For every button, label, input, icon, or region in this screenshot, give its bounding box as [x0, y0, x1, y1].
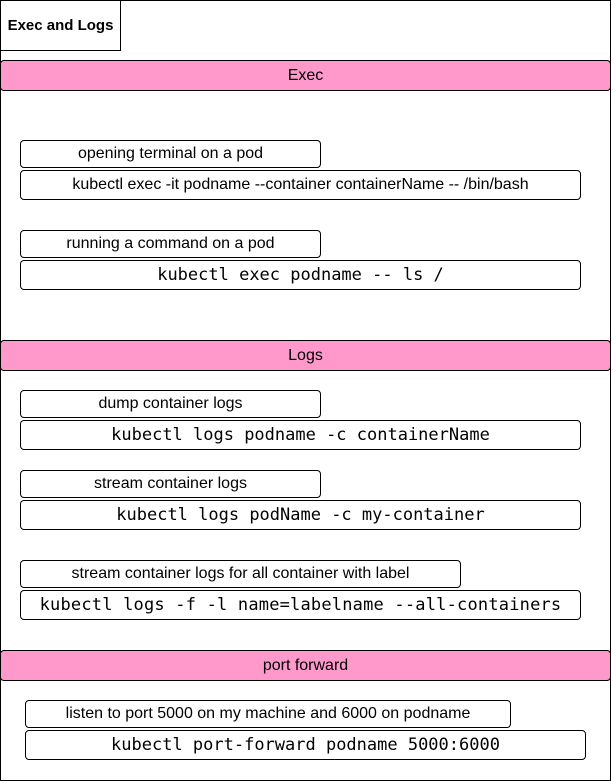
command-text: kubectl logs podname -c containerName — [107, 425, 494, 445]
command-box-dump-logs: kubectl logs podname -c containerName — [20, 420, 581, 450]
command-text: kubectl logs -f -l name=labelname --all-… — [35, 595, 566, 615]
command-box-exec-terminal: kubectl exec -it podname --container con… — [20, 170, 581, 200]
label-running-command: running a command on a pod — [20, 230, 321, 258]
command-box-exec-ls: kubectl exec podname -- ls / — [20, 260, 581, 290]
label-dump-logs: dump container logs — [20, 390, 321, 418]
command-box-port-forward: kubectl port-forward podname 5000:6000 — [25, 730, 586, 760]
command-text: kubectl exec -it podname --container con… — [68, 176, 533, 194]
section-heading-logs: Logs — [0, 340, 611, 371]
command-box-stream-logs: kubectl logs podName -c my-container — [20, 500, 581, 530]
diagram-title: Exec and Logs — [0, 0, 121, 51]
label-stream-logs-label: stream container logs for all container … — [20, 560, 461, 588]
command-text: kubectl exec podname -- ls / — [153, 265, 448, 285]
section-heading-port-forward: port forward — [0, 650, 611, 681]
command-text: kubectl logs podName -c my-container — [112, 505, 489, 525]
command-text: kubectl port-forward podname 5000:6000 — [107, 735, 504, 755]
command-box-stream-logs-label: kubectl logs -f -l name=labelname --all-… — [20, 590, 581, 620]
section-heading-exec: Exec — [0, 60, 611, 91]
label-opening-terminal: opening terminal on a pod — [20, 140, 321, 168]
label-stream-logs: stream container logs — [20, 470, 321, 498]
label-port-forward: listen to port 5000 on my machine and 60… — [25, 700, 511, 728]
